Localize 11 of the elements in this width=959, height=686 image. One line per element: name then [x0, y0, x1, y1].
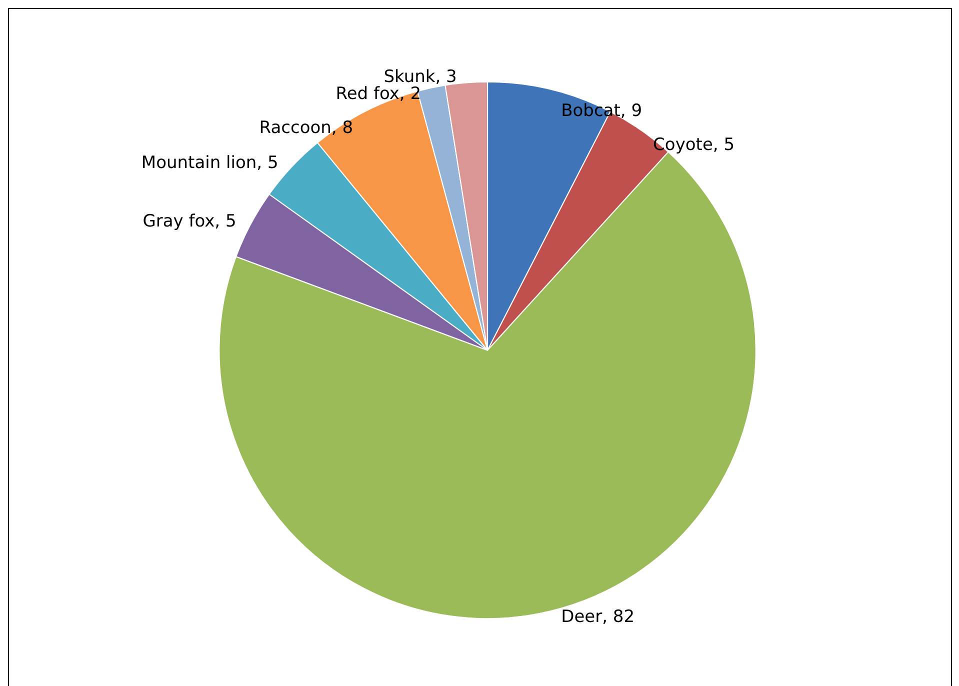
data-label: , 82: [602, 606, 635, 627]
data-label: , 5: [256, 152, 278, 173]
slice-label: Deer: [561, 606, 602, 627]
data-label: , 8: [331, 118, 354, 138]
slice-label: Mountain lion: [141, 152, 257, 173]
data-label: , 3: [435, 66, 457, 87]
data-label: , 5: [712, 134, 735, 155]
data-label: , 9: [620, 100, 642, 121]
slice-label: Raccoon: [259, 118, 332, 138]
data-label: , 5: [214, 212, 236, 232]
slice-label: Gray fox: [142, 212, 215, 232]
